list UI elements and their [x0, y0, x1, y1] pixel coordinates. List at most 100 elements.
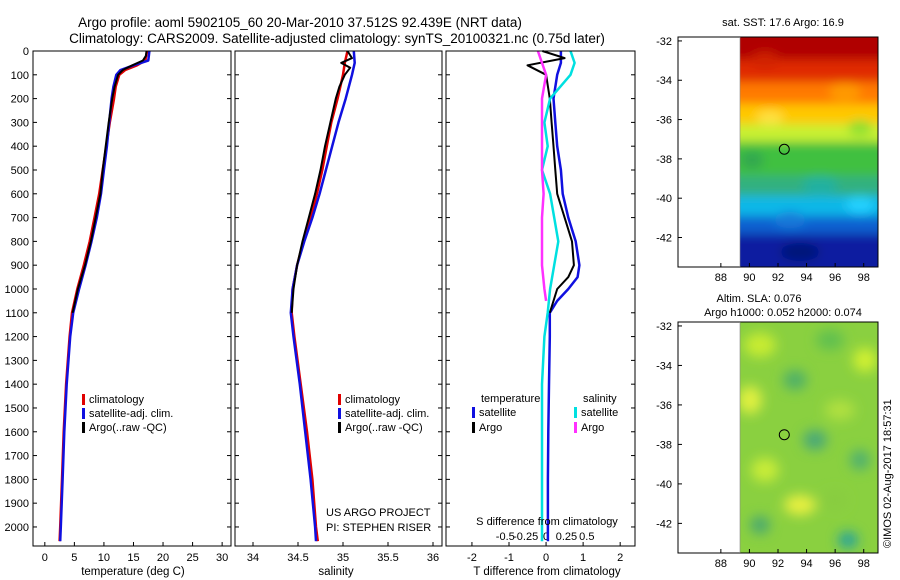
depth-tick-label: 200: [11, 94, 29, 106]
depth-tick-label: 900: [11, 260, 29, 272]
legend-swatch: [338, 422, 341, 433]
map-lon-tick-label: 98: [858, 272, 870, 284]
sla-map-subtitle: Argo h1000: 0.052 h2000: 0.074: [704, 307, 862, 319]
depth-tick-label: 1800: [5, 474, 29, 486]
depth-tick-label: 1300: [5, 355, 29, 367]
depth-tick-label: 1600: [5, 427, 29, 439]
map-lon-tick-label: 92: [772, 272, 784, 284]
map-lat-tick-label: -38: [656, 439, 672, 451]
map-lon-tick-label: 90: [743, 558, 755, 570]
map-lat-tick-label: -34: [656, 75, 672, 87]
x-tick-label: 15: [127, 552, 139, 564]
x-tick-label: 35: [337, 552, 349, 564]
x-tick-label: 36: [427, 552, 439, 564]
x-tick-label: 5: [71, 552, 77, 564]
x-tick-label: 1: [580, 552, 586, 564]
imos-credit: ©IMOS 02-Aug-2017 18:57:31: [882, 399, 894, 548]
map-lon-tick-label: 90: [743, 272, 755, 284]
x-tick-label: 25: [186, 552, 198, 564]
depth-tick-label: 600: [11, 189, 29, 201]
depth-tick-label: 0: [23, 46, 29, 58]
sst-field: [740, 37, 878, 267]
x-tick-label: 20: [157, 552, 169, 564]
sst-map-title: sat. SST: 17.6 Argo: 16.9: [722, 17, 844, 29]
depth-tick-label: 2000: [5, 522, 29, 534]
series-line-argo: [71, 50, 148, 314]
legend-swatch: [82, 422, 85, 433]
legend-label: satellite: [581, 407, 618, 419]
depth-tick-label: 1500: [5, 403, 29, 415]
sla-map-title: Altim. SLA: 0.076: [717, 293, 802, 305]
argo-location-marker: [778, 429, 790, 441]
legend-label: satellite-adj. clim.: [89, 408, 173, 420]
series-line-clim: [58, 50, 149, 542]
legend-label: Argo(..raw -QC): [345, 422, 423, 434]
legend-swatch: [574, 422, 577, 433]
s-difference-title: S difference from climatology: [476, 516, 618, 528]
t-difference-xlabel: T difference from climatology: [473, 566, 620, 578]
x-tick-label: -1: [504, 552, 514, 564]
map-lat-tick-label: -34: [656, 360, 672, 372]
temperature-xlabel: temperature (deg C): [81, 566, 185, 578]
x-tick-label: 34.5: [287, 552, 308, 564]
x-tick-label: 2: [617, 552, 623, 564]
series-line-sat: [58, 50, 151, 542]
legend-label: Argo(..raw -QC): [89, 422, 167, 434]
series-line-argo: [526, 50, 575, 314]
depth-tick-label: 1700: [5, 451, 29, 463]
depth-tick-label: 800: [11, 236, 29, 248]
x-tick-label: 35.5: [377, 552, 398, 564]
map-lat-tick-label: -42: [656, 518, 672, 530]
salinity-xlabel: salinity: [318, 566, 353, 578]
s-diff-tick-label: 0.5: [579, 531, 594, 543]
map-lon-tick-label: 88: [715, 272, 727, 284]
legend-swatch: [574, 407, 577, 418]
legend-swatch: [338, 408, 341, 419]
depth-tick-label: 1200: [5, 332, 29, 344]
legend-label: Argo: [581, 422, 604, 434]
temperature-axes-frame: [32, 50, 232, 547]
map-lat-tick-label: -32: [656, 36, 672, 48]
map-lon-tick-label: 94: [800, 558, 812, 570]
map-lon-tick-label: 96: [829, 558, 841, 570]
legend-label: climatology: [345, 394, 401, 406]
legend-salinity-heading: salinity: [583, 393, 617, 405]
argo-location-marker: [778, 143, 790, 155]
legend-swatch: [472, 407, 475, 418]
legend-label: climatology: [89, 394, 145, 406]
map-lat-tick-label: -38: [656, 154, 672, 166]
figure-subtitle: Climatology: CARS2009. Satellite-adjuste…: [69, 31, 605, 46]
temperature-panel: 0100200300400500600700800900100011001200…: [5, 46, 232, 578]
legend-label: Argo: [479, 422, 502, 434]
x-tick-label: 34: [247, 552, 259, 564]
legend-swatch: [338, 394, 341, 405]
x-tick-label: 30: [216, 552, 228, 564]
series-line-ssat: [540, 50, 576, 542]
figure-title: Argo profile: aoml 5902105_60 20-Mar-201…: [78, 15, 522, 30]
x-tick-label: -2: [467, 552, 477, 564]
depth-tick-label: 700: [11, 213, 29, 225]
series-line-sargo: [536, 50, 548, 302]
depth-tick-label: 300: [11, 117, 29, 129]
map-lon-tick-label: 92: [772, 558, 784, 570]
x-tick-label: 0: [42, 552, 48, 564]
difference-panel: -2 -1 0 1 2 -0.5-0.25 0 0.25 0.5 S difference fr…: [445, 50, 636, 578]
depth-tick-label: 1900: [5, 498, 29, 510]
map-lon-tick-label: 98: [858, 558, 870, 570]
depth-tick-label: 1100: [5, 308, 29, 320]
salinity-panel: 34 34.5 35 35.5 36 salinity climatology satel…: [234, 50, 443, 578]
series-line-sat: [289, 50, 356, 542]
s-diff-tick-label: -0.5: [496, 531, 515, 543]
legend-label: satellite-adj. clim.: [345, 408, 429, 420]
series-line-argo: [290, 50, 353, 313]
depth-tick-label: 100: [11, 70, 29, 82]
map-lat-tick-label: -42: [656, 233, 672, 245]
sst-map-panel: sat. SST: 17.6 Argo: 16.9: [656, 17, 879, 284]
map-lat-tick-label: -40: [656, 193, 672, 205]
salinity-axes-frame: [234, 50, 443, 547]
series-line-sat: [546, 51, 581, 542]
pi-label: PI: STEPHEN RISER: [326, 522, 431, 534]
s-diff-tick-label: -0.25: [513, 531, 538, 543]
map-lat-tick-label: -40: [656, 479, 672, 491]
